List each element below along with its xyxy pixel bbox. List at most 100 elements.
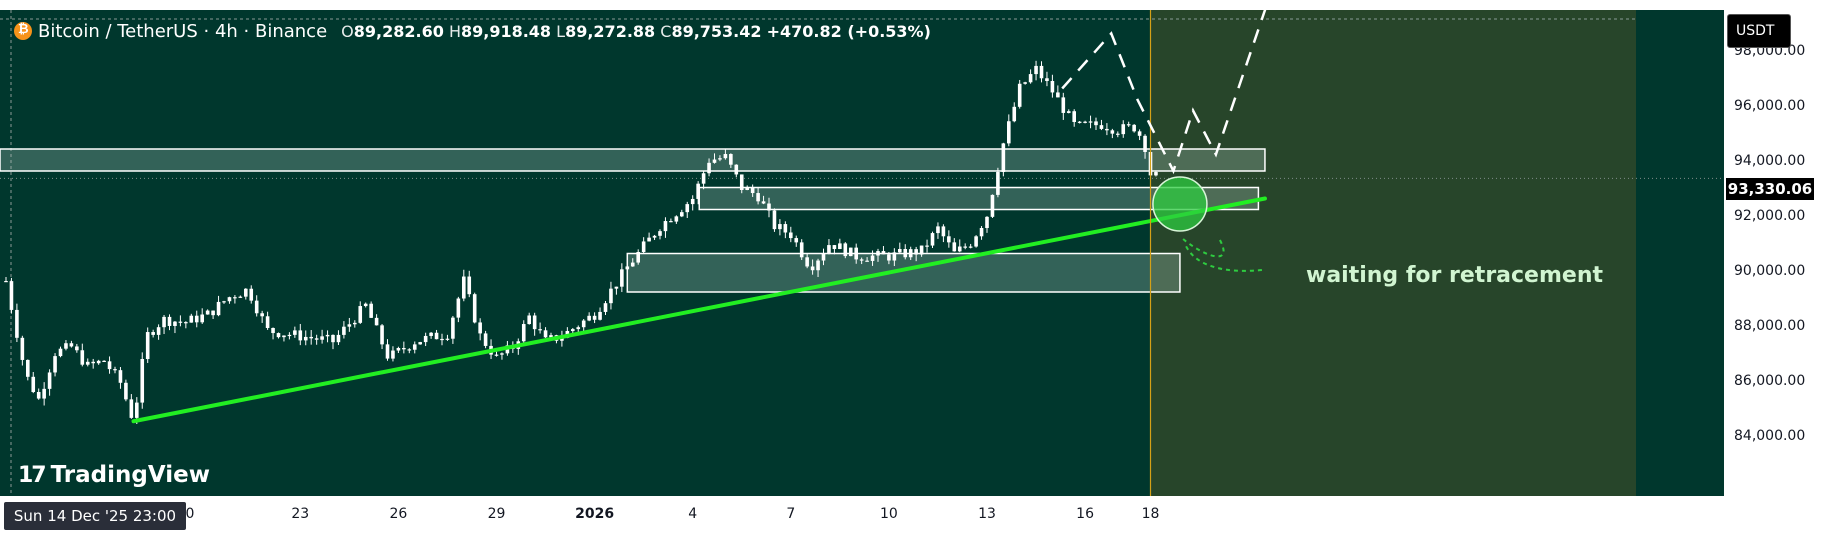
candle-body: [827, 245, 831, 254]
candle-body: [1056, 92, 1060, 98]
candle-body: [919, 245, 924, 255]
candle-body: [178, 321, 183, 323]
candle-body: [173, 321, 177, 326]
candle-body: [734, 164, 739, 175]
price-axis[interactable]: 84,000.00 86,000.00 88,000.00 90,000.00 92,0…: [1724, 10, 1824, 496]
candle-body: [1023, 82, 1027, 84]
forecast-path: [1061, 10, 1267, 175]
candle-body: [1061, 97, 1066, 113]
candle-body: [331, 334, 335, 343]
candle-body: [794, 238, 799, 243]
candle-body: [799, 242, 804, 258]
candle-body: [745, 187, 749, 190]
support-trendline: [131, 196, 1267, 424]
candle-body: [211, 310, 215, 316]
candle-body: [783, 224, 788, 233]
candle-body: [1012, 106, 1017, 122]
candle-body: [9, 281, 14, 310]
candle-body: [876, 251, 880, 256]
tradingview-logo[interactable]: 17 TradingView: [18, 462, 210, 488]
candle-body: [20, 337, 25, 360]
candle-body: [1039, 65, 1044, 79]
high-label: H: [448, 21, 461, 41]
symbol-title[interactable]: Bitcoin / TetherUS · 4h · Binance: [38, 20, 328, 42]
candle-body: [881, 251, 886, 255]
price-tick-label: 92,000.00: [1734, 208, 1805, 224]
candle-body: [576, 327, 581, 330]
candle-body: [647, 237, 651, 242]
candle-body: [118, 370, 123, 383]
candle-body: [723, 154, 728, 159]
candle-body: [369, 303, 373, 318]
candle-body: [985, 216, 989, 229]
current-price-label: 93,330.06: [1726, 178, 1814, 200]
annotation-arrow-tail: [1185, 245, 1263, 272]
close-value: 89,753.42: [671, 21, 762, 41]
currency-button[interactable]: USDT: [1727, 14, 1791, 48]
candle-body: [1099, 125, 1104, 129]
candle-body: [870, 255, 875, 261]
candle-body: [538, 329, 542, 331]
low-label: L: [556, 21, 566, 41]
time-tick-label: 26: [389, 506, 407, 522]
candle-body: [898, 249, 902, 253]
candle-body: [303, 336, 308, 341]
upper-zone: [0, 148, 1266, 172]
candle-body: [908, 249, 913, 258]
candle-body: [1072, 111, 1076, 122]
candle-body: [1116, 133, 1120, 135]
candle-body: [265, 316, 270, 328]
tradingview-icon: 17: [18, 462, 47, 488]
time-axis[interactable]: 0 23 26 29 2026 4 7 10 13 16 18: [0, 496, 1724, 530]
candle-body: [718, 158, 722, 160]
candle-body: [80, 350, 85, 365]
candle-body: [549, 335, 553, 338]
change-value: +470.82 (+0.53%): [766, 21, 931, 41]
candle-body: [107, 361, 112, 370]
candle-body: [380, 325, 384, 345]
candle-body: [260, 313, 264, 317]
candle-body: [31, 376, 36, 392]
candle-body: [854, 247, 858, 260]
candle-body: [952, 242, 957, 252]
candle-body: [162, 316, 166, 328]
chart-canvas[interactable]: [0, 10, 1724, 496]
candle-body: [440, 338, 444, 341]
time-tick-label: 10: [880, 506, 898, 522]
candle-body: [1126, 124, 1131, 126]
candle-body: [184, 322, 188, 324]
candle-body: [238, 296, 243, 298]
candle-body: [336, 334, 341, 343]
candle-body: [200, 314, 204, 323]
candle-body: [838, 243, 842, 250]
candle-body: [750, 187, 755, 194]
candle-body: [696, 183, 700, 199]
candle-body: [641, 241, 646, 252]
candle-body: [205, 310, 210, 315]
candle-body: [69, 343, 74, 347]
candle-body: [85, 361, 90, 365]
candle-body: [1083, 121, 1087, 123]
candle-body: [42, 388, 46, 399]
annotation-text: waiting for retracement: [1306, 263, 1603, 288]
candle-body: [887, 254, 891, 261]
candle-body: [979, 228, 984, 237]
candle-body: [385, 344, 390, 359]
candle-body: [974, 236, 978, 247]
candle-body: [821, 253, 826, 261]
lower-zone: [626, 252, 1181, 293]
candle-body: [456, 298, 461, 318]
candle-body: [729, 154, 733, 165]
candle-body: [75, 346, 79, 351]
candle-body: [391, 350, 395, 359]
time-tick-label: 0: [186, 506, 195, 522]
candle-body: [936, 226, 940, 234]
crosshair-time-label: Sun 14 Dec '25 23:00: [4, 502, 186, 530]
candle-body: [309, 336, 313, 339]
chart-area[interactable]: [0, 10, 1724, 496]
candle-body: [451, 317, 455, 339]
candle-body: [271, 327, 275, 334]
high-value: 89,918.48: [460, 21, 552, 41]
candle-body: [1110, 130, 1115, 134]
candle-body: [707, 162, 711, 174]
